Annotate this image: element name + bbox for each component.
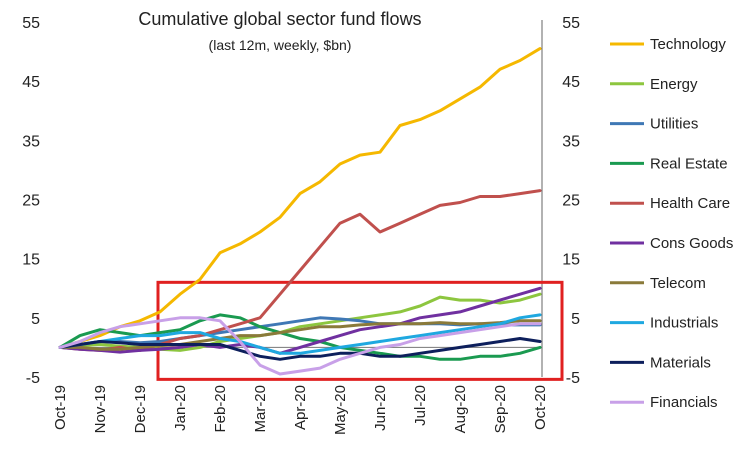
- legend: Technology Energy Utilities Real Estate Heal…: [610, 36, 733, 411]
- legend-label-materials: Materials: [650, 354, 711, 371]
- y-tick-label-left: 5: [31, 311, 40, 328]
- y-tick-label-left: -5: [26, 370, 40, 387]
- legend-label-financials: Financials: [650, 394, 718, 411]
- x-tick-label: Oct-20: [532, 385, 549, 430]
- legend-label-industrials: Industrials: [650, 315, 718, 332]
- y-tick-label-right: 45: [562, 74, 580, 91]
- series-group: [58, 47, 542, 376]
- y-tick-label-left: 15: [22, 252, 40, 269]
- legend-label-health-care: Health Care: [650, 195, 730, 212]
- legend-label-real-estate: Real Estate: [650, 155, 728, 172]
- legend-label-telecom: Telecom: [650, 275, 706, 292]
- y-tick-label-left: 55: [22, 15, 40, 32]
- series-line-cons-goods: [58, 286, 542, 355]
- x-tick-label: Sep-20: [492, 385, 509, 433]
- x-tick-label: Dec-19: [132, 385, 149, 433]
- x-tick-label: Jun-20: [372, 385, 389, 431]
- x-tick-label: May-20: [332, 385, 349, 435]
- y-tick-label-right: -5: [566, 370, 580, 387]
- series-line-industrials: [58, 313, 542, 355]
- y-tick-label-left: 35: [22, 133, 40, 150]
- x-tick-label: Mar-20: [252, 385, 269, 433]
- x-tick-label: Nov-19: [92, 385, 109, 433]
- y-tick-label-right: 15: [562, 252, 580, 269]
- y-tick-label-right: 55: [562, 15, 580, 32]
- series-line-financials: [58, 316, 542, 376]
- x-tick-label: Aug-20: [452, 385, 469, 433]
- series-line-materials: [58, 337, 542, 361]
- y-tick-label-right: 25: [562, 193, 580, 210]
- x-tick-label: Jul-20: [412, 385, 429, 426]
- x-tick-label: Oct-19: [52, 385, 69, 430]
- y-tick-label-right: 35: [562, 133, 580, 150]
- chart-title: Cumulative global sector fund flows: [138, 9, 421, 29]
- legend-label-utilities: Utilities: [650, 116, 698, 133]
- series-line-technology: [58, 47, 542, 349]
- highlight-box: [156, 280, 564, 381]
- series-line-telecom: [58, 319, 542, 351]
- legend-label-energy: Energy: [650, 76, 698, 93]
- chart-subtitle: (last 12m, weekly, $bn): [209, 37, 352, 53]
- legend-label-cons-goods: Cons Goods: [650, 235, 733, 252]
- y-tick-label-right: 5: [571, 311, 580, 328]
- x-tick-label: Apr-20: [292, 385, 309, 430]
- y-tick-label-left: 45: [22, 74, 40, 91]
- legend-label-technology: Technology: [650, 36, 726, 53]
- x-tick-label: Jan-20: [172, 385, 189, 431]
- y-tick-label-left: 25: [22, 193, 40, 210]
- x-tick-label: Feb-20: [212, 385, 229, 433]
